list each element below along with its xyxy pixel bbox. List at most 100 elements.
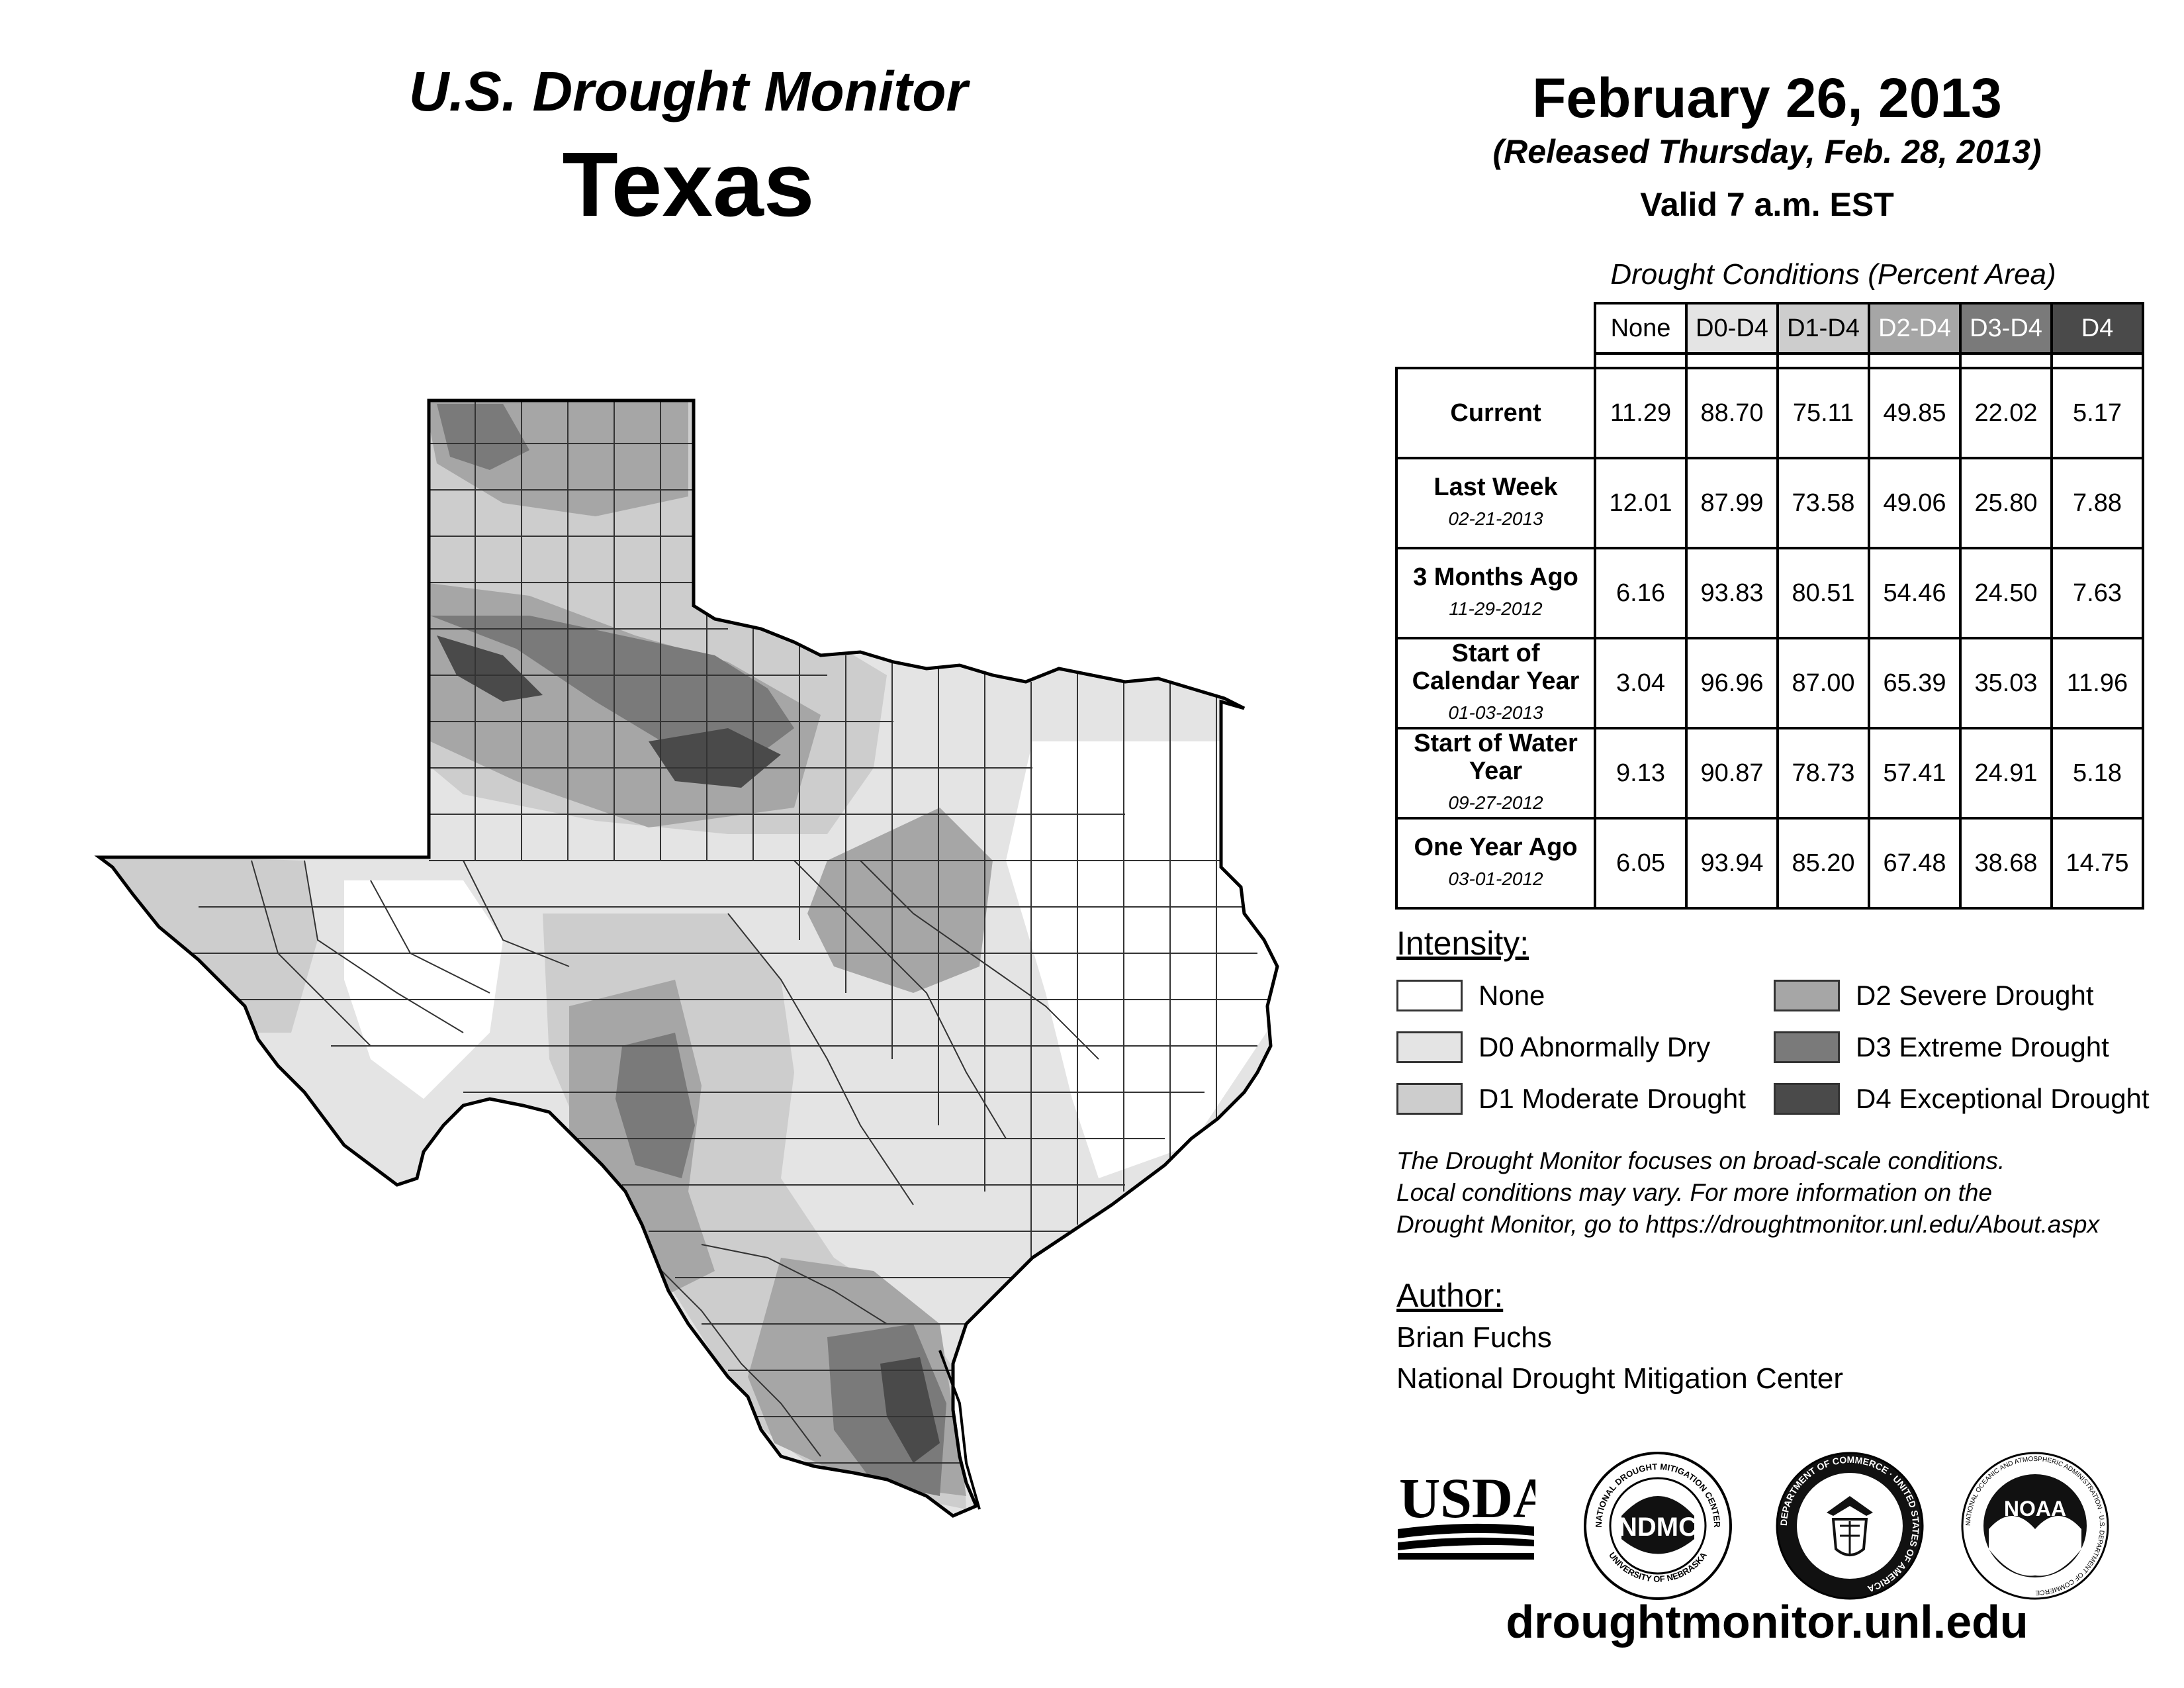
table-cell: 49.06 — [1868, 457, 1962, 549]
table-row-one-year-ago: One Year Ago 03-01-2012 6.05 93.94 85.20 … — [1395, 817, 2144, 910]
ndmc-logo: NDMC NATIONAL DROUGHT MITIGATION CENTER … — [1584, 1452, 1732, 1600]
row-label: Last Week 02-21-2013 — [1395, 457, 1596, 549]
legend-item-d1: D1 Moderate Drought — [1396, 1079, 1746, 1119]
col-header-none: None — [1594, 302, 1688, 355]
legend-label: None — [1479, 980, 1545, 1011]
panhandle-d3-band — [430, 616, 794, 768]
legend-label: D1 Moderate Drought — [1479, 1083, 1746, 1114]
legend-item-d0: D0 Abnormally Dry — [1396, 1027, 1710, 1067]
table-cell: 93.94 — [1685, 817, 1779, 910]
table-cell: 38.68 — [1959, 817, 2053, 910]
far-west-d1-area — [99, 854, 318, 1033]
map-date: February 26, 2013 — [1532, 67, 2002, 129]
table-cell: 9.13 — [1594, 727, 1688, 820]
texas-state-outline — [94, 399, 1279, 1518]
table-row-last-week: Last Week 02-21-2013 12.01 87.99 73.58 49… — [1395, 457, 2144, 549]
table-cell: 6.05 — [1594, 817, 1688, 910]
legend-label: D0 Abnormally Dry — [1479, 1031, 1711, 1062]
rolling-plains-d4-area — [649, 728, 781, 788]
table-cell: 54.46 — [1868, 547, 1962, 639]
ndmc-logo-text: NDMC — [1618, 1513, 1698, 1542]
usda-logo-text: USDA — [1399, 1466, 1535, 1530]
table-cell: 67.48 — [1868, 817, 1962, 910]
row-date: 03-01-2012 — [1448, 868, 1543, 889]
legend-swatch — [1396, 1083, 1463, 1115]
intensity-heading: Intensity: — [1396, 925, 1529, 962]
table-cell: 49.85 — [1868, 367, 1962, 459]
table-cell: 85.20 — [1776, 817, 1870, 910]
legend-swatch — [1774, 980, 1840, 1011]
texas-drought-map — [94, 399, 1279, 1518]
table-row-current: Current 11.29 88.70 75.11 49.85 22.02 5.… — [1395, 367, 2144, 459]
author-name: Brian Fuchs — [1396, 1321, 1552, 1354]
table-cell: 25.80 — [1959, 457, 2053, 549]
table-cell: 87.00 — [1776, 637, 1870, 729]
col-header-d2-d4: D2-D4 — [1868, 302, 1962, 355]
table-row-start-calendar-year: Start of Calendar Year 01-03-2013 3.04 96… — [1395, 637, 2144, 729]
table-cell: 35.03 — [1959, 637, 2053, 729]
legend-item-none: None — [1396, 976, 1545, 1015]
table-cell: 93.83 — [1685, 547, 1779, 639]
legend-label: D2 Severe Drought — [1856, 980, 2094, 1011]
disclaimer-text: The Drought Monitor focuses on broad-sca… — [1396, 1147, 2099, 1238]
table-cell: 7.88 — [2050, 457, 2144, 549]
coastal-bend-d4-area — [880, 1357, 940, 1463]
author-organization: National Drought Mitigation Center — [1396, 1362, 1844, 1395]
table-cell: 78.73 — [1776, 727, 1870, 820]
table-cell: 7.63 — [2050, 547, 2144, 639]
table-cell: 90.87 — [1685, 727, 1779, 820]
table-cell: 88.70 — [1685, 367, 1779, 459]
release-date: (Released Thursday, Feb. 28, 2013) — [1492, 133, 2042, 170]
legend-swatch — [1774, 1083, 1840, 1115]
table-cell: 65.39 — [1868, 637, 1962, 729]
legend-item-d3: D3 Extreme Drought — [1774, 1027, 2109, 1067]
table-cell: 24.91 — [1959, 727, 2053, 820]
map-subtitle: U.S. Drought Monitor — [408, 60, 968, 122]
legend-item-d2: D2 Severe Drought — [1774, 976, 2094, 1015]
legend-label: D3 Extreme Drought — [1856, 1031, 2109, 1062]
table-row-start-water-year: Start of Water Year 09-27-2012 9.13 90.87… — [1395, 727, 2144, 820]
legend-swatch — [1396, 980, 1463, 1011]
table-cell: 75.11 — [1776, 367, 1870, 459]
table-cell: 5.18 — [2050, 727, 2144, 820]
row-label: Start of Calendar Year 01-03-2013 — [1395, 637, 1596, 729]
legend-label: D4 Exceptional Drought — [1856, 1083, 2150, 1114]
table-cell: 80.51 — [1776, 547, 1870, 639]
row-date: 09-27-2012 — [1448, 792, 1543, 813]
usda-logo: USDA — [1398, 1466, 1535, 1560]
row-label: One Year Ago 03-01-2012 — [1395, 817, 1596, 910]
row-date: 11-29-2012 — [1449, 598, 1543, 619]
website-url[interactable]: droughtmonitor.unl.edu — [1506, 1596, 2028, 1648]
row-date: 01-03-2013 — [1448, 702, 1543, 723]
col-header-d0-d4: D0-D4 — [1685, 302, 1779, 355]
noaa-logo: NATIONAL OCEANIC AND ATMOSPHERIC ADMINIS… — [1961, 1452, 2109, 1600]
table-cell: 3.04 — [1594, 637, 1688, 729]
edwards-d3-area — [615, 1033, 695, 1178]
east-none-area — [1006, 741, 1277, 1178]
department-of-commerce-seal: DEPARTMENT OF COMMERCE · UNITED STATES O… — [1776, 1452, 1924, 1600]
table-cell: 57.41 — [1868, 727, 1962, 820]
table-cell: 73.58 — [1776, 457, 1870, 549]
table-cell: 22.02 — [1959, 367, 2053, 459]
panhandle-d4-area — [437, 635, 543, 702]
row-label: Start of Water Year 09-27-2012 — [1395, 727, 1596, 820]
col-header-d4: D4 — [2050, 302, 2144, 355]
table-cell: 11.96 — [2050, 637, 2144, 729]
valid-time: Valid 7 a.m. EST — [1640, 186, 1894, 223]
table-cell: 6.16 — [1594, 547, 1688, 639]
north-panhandle-d3-area — [437, 404, 529, 470]
col-header-d3-d4: D3-D4 — [1959, 302, 2053, 355]
conditions-table-title: Drought Conditions (Percent Area) — [1610, 258, 2056, 291]
padre-island-outline — [938, 1350, 981, 1510]
table-cell: 14.75 — [2050, 817, 2144, 910]
table-cell: 24.50 — [1959, 547, 2053, 639]
noaa-logo-text: NOAA — [2004, 1497, 2066, 1521]
row-date: 02-21-2013 — [1448, 508, 1543, 529]
table-row-3-months-ago: 3 Months Ago 11-29-2012 6.16 93.83 80.51 … — [1395, 547, 2144, 639]
table-cell: 96.96 — [1685, 637, 1779, 729]
table-cell: 12.01 — [1594, 457, 1688, 549]
legend-swatch — [1774, 1031, 1840, 1063]
legend-item-d4: D4 Exceptional Drought — [1774, 1079, 2150, 1119]
table-cell: 11.29 — [1594, 367, 1688, 459]
row-label: Current — [1395, 367, 1596, 459]
